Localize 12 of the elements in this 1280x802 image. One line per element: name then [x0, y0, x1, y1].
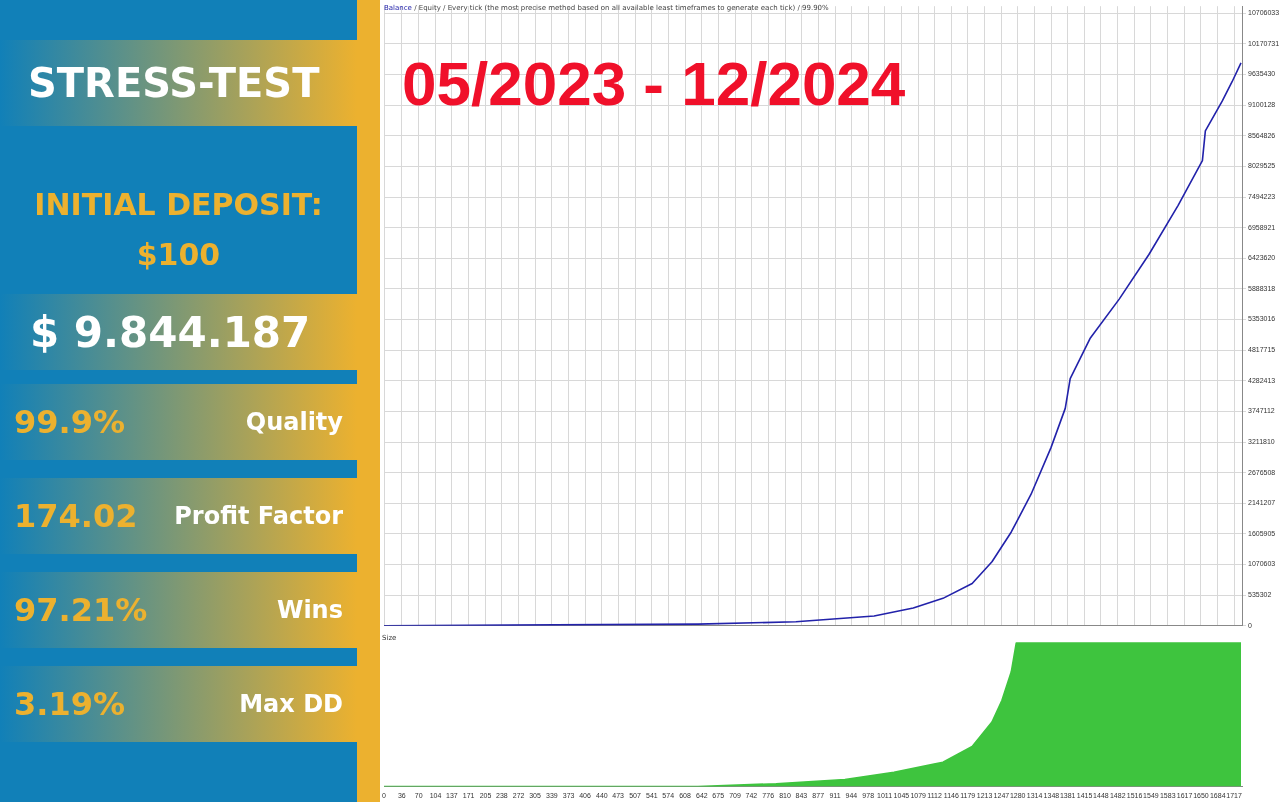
- text: Wins: [276, 596, 343, 624]
- text: Max DD: [239, 690, 343, 718]
- text: Quality: [245, 408, 343, 436]
- text: 174.02: [14, 497, 138, 535]
- text: 97.21%: [14, 591, 148, 629]
- text: Profit Factor: [174, 502, 343, 530]
- text: 05/2023 - 12/2024: [402, 48, 906, 119]
- text: $100: [135, 236, 222, 274]
- text: 3.19%: [14, 685, 126, 723]
- text: 99.9%: [14, 403, 126, 441]
- text: INITIAL DEPOSIT:: [33, 186, 324, 224]
- text: $ 9.844.187: [30, 307, 311, 357]
